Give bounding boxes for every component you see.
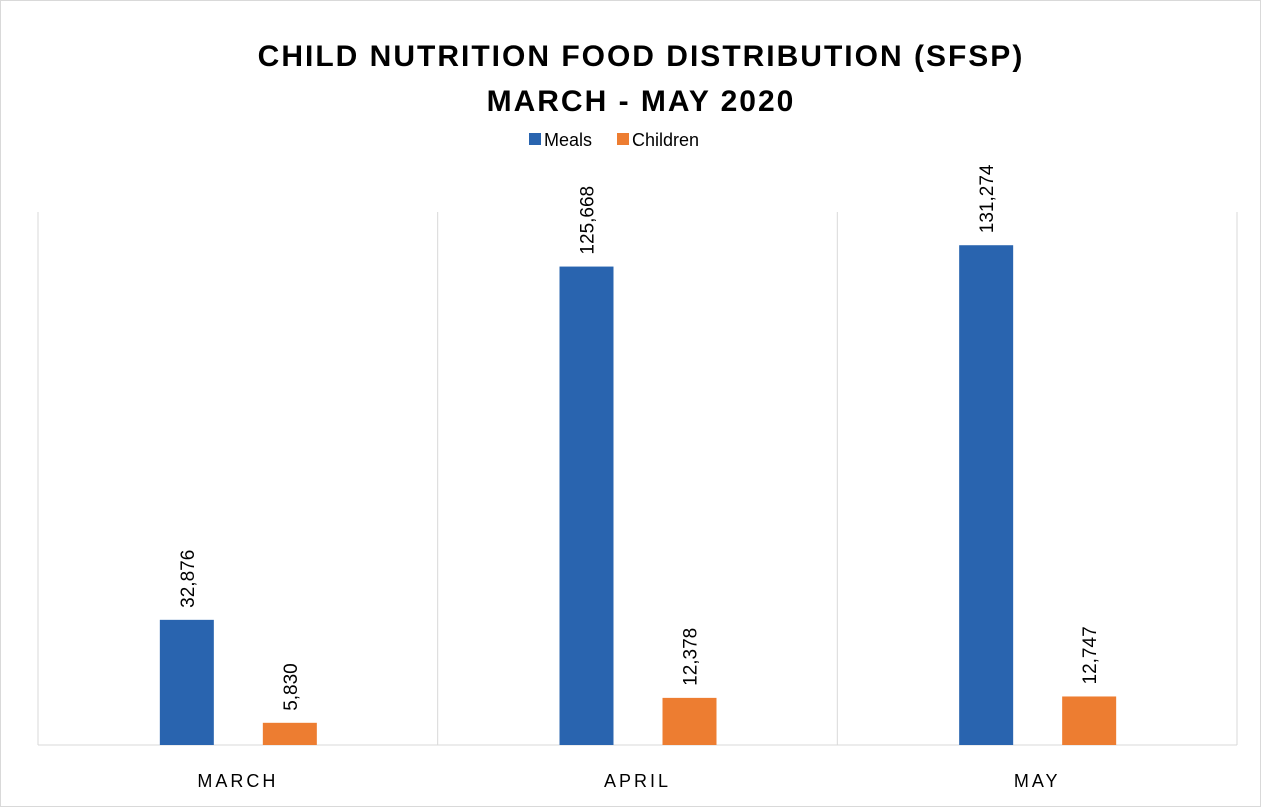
x-tick-label: MARCH xyxy=(197,771,278,791)
legend-label: Children xyxy=(632,130,699,150)
legend-label: Meals xyxy=(544,130,592,150)
bar xyxy=(262,722,317,745)
bar xyxy=(1062,696,1117,745)
bar xyxy=(159,619,214,745)
chart-title: CHILD NUTRITION FOOD DISTRIBUTION (SFSP) xyxy=(258,40,1025,73)
data-label: 12,378 xyxy=(681,628,702,686)
data-label: 131,274 xyxy=(977,164,998,233)
chart-subtitle: MARCH - MAY 2020 xyxy=(487,85,796,118)
data-label: 12,747 xyxy=(1080,626,1101,684)
legend-swatch xyxy=(529,133,541,145)
data-label: 32,876 xyxy=(178,550,199,608)
data-label: 125,668 xyxy=(578,186,599,255)
bar xyxy=(959,245,1014,745)
bar xyxy=(559,266,614,745)
x-tick-label: APRIL xyxy=(604,771,671,791)
data-label: 5,830 xyxy=(281,663,302,711)
bar xyxy=(662,697,717,745)
x-tick-label: MAY xyxy=(1014,771,1061,791)
legend-swatch xyxy=(617,133,629,145)
